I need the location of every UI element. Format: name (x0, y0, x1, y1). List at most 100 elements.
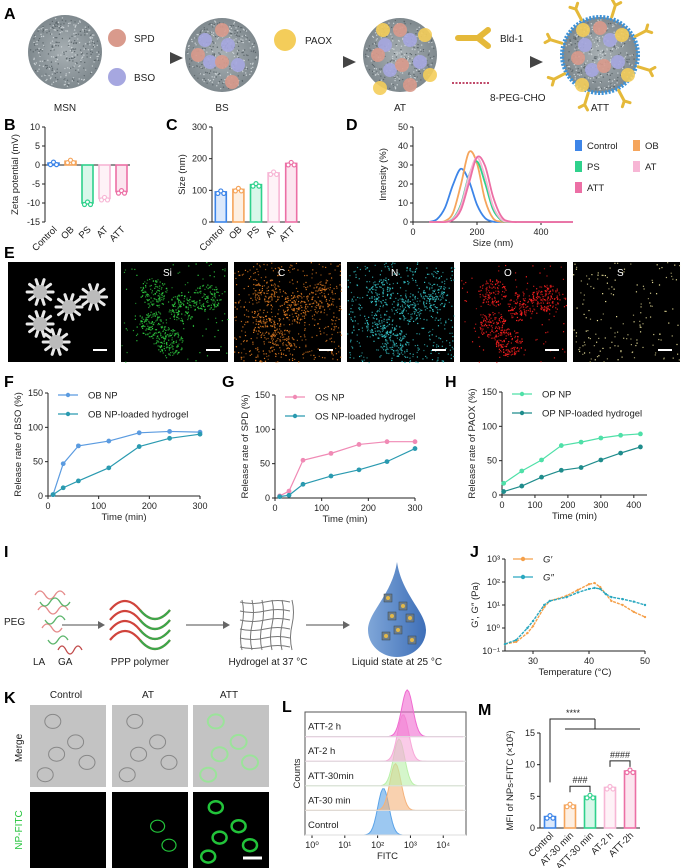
signal-dot (271, 325, 273, 328)
signal-dot (632, 314, 635, 316)
signal-dot (293, 343, 296, 345)
nanoparticle-core (401, 604, 405, 608)
texture-dot (409, 53, 411, 55)
signal-dot (255, 320, 257, 322)
texture-dot (73, 79, 75, 82)
signal-dot (264, 321, 266, 323)
signal-dot (319, 306, 321, 308)
signal-dot (555, 304, 557, 306)
texture-dot (80, 53, 83, 55)
texture-dot (252, 62, 254, 64)
signal-dot (540, 299, 542, 301)
signal-dot (406, 356, 409, 358)
signal-dot (649, 292, 652, 294)
la-label: LA (33, 657, 46, 668)
signal-dot (642, 323, 644, 325)
texture-dot (236, 32, 239, 34)
series-line (279, 448, 416, 498)
signal-dot (510, 313, 512, 315)
signal-dot (499, 321, 502, 323)
signal-dot (300, 295, 302, 297)
signal-dot (166, 342, 168, 344)
texture-dot (390, 26, 393, 29)
signal-dot (175, 311, 177, 314)
signal-dot (386, 304, 388, 306)
signal-dot (261, 361, 263, 363)
texture-dot (208, 72, 211, 75)
signal-dot (403, 316, 405, 318)
signal-dot (630, 344, 632, 346)
signal-dot (252, 303, 254, 305)
signal-dot (361, 327, 363, 329)
signal-dot (397, 292, 399, 295)
signal-dot (168, 353, 170, 356)
signal-dot (157, 340, 159, 342)
signal-dot (291, 354, 294, 356)
signal-dot (375, 292, 377, 294)
signal-dot (161, 327, 163, 329)
signal-dot (647, 298, 650, 300)
signal-dot (163, 297, 165, 300)
signal-dot (160, 319, 162, 321)
signal-dot (277, 271, 279, 273)
signal-dot (422, 292, 425, 294)
signal-dot (212, 288, 214, 290)
signal-dot (194, 301, 196, 303)
signal-dot (556, 296, 558, 299)
signal-dot (516, 316, 519, 319)
signal-dot (510, 299, 513, 301)
nanoparticle (33, 317, 48, 331)
signal-dot (220, 299, 222, 301)
signal-dot (395, 325, 398, 327)
signal-dot (281, 332, 283, 335)
merge-image (30, 705, 106, 787)
sample-label: AT-30 min (308, 795, 351, 806)
signal-dot (289, 281, 291, 283)
signal-dot (408, 319, 410, 321)
signal-dot (420, 312, 422, 315)
texture-dot (230, 27, 233, 30)
signal-dot (381, 322, 383, 324)
texture-dot (206, 72, 209, 74)
ppp-polymer-label: PPP polymer (111, 657, 170, 668)
signal-dot (333, 316, 335, 318)
texture-dot (392, 22, 395, 25)
sample-label: Control (308, 820, 339, 831)
signal-dot (261, 334, 263, 336)
texture-dot (56, 25, 58, 28)
texture-dot (64, 81, 67, 83)
data-point (356, 467, 362, 473)
signal-dot (543, 343, 545, 345)
signal-dot (268, 350, 270, 352)
signal-dot (329, 338, 331, 340)
texture-dot (74, 54, 76, 56)
signal-dot (500, 331, 502, 333)
data-point (328, 450, 334, 456)
signal-dot (555, 290, 557, 292)
panel-label-f: F (4, 374, 14, 391)
signal-dot (487, 326, 489, 329)
signal-dot (402, 336, 404, 338)
signal-dot (257, 326, 259, 328)
texture-dot (212, 53, 214, 55)
signal-dot (265, 296, 267, 298)
signal-dot (397, 308, 399, 310)
signal-dot (350, 291, 353, 294)
signal-dot (208, 264, 210, 267)
signal-dot (359, 297, 361, 299)
signal-dot (376, 293, 378, 295)
texture-dot (75, 33, 77, 36)
signal-dot (404, 295, 407, 297)
signal-dot (159, 323, 161, 326)
texture-dot (50, 65, 53, 68)
signal-dot (501, 316, 503, 318)
signal-dot (536, 338, 538, 341)
signal-dot (483, 301, 485, 303)
signal-dot (378, 293, 380, 295)
signal-dot (140, 321, 142, 323)
signal-dot (144, 301, 146, 303)
legend-label: ATT (587, 183, 604, 194)
signal-dot (317, 296, 319, 298)
texture-dot (56, 37, 58, 39)
signal-dot (488, 334, 490, 336)
